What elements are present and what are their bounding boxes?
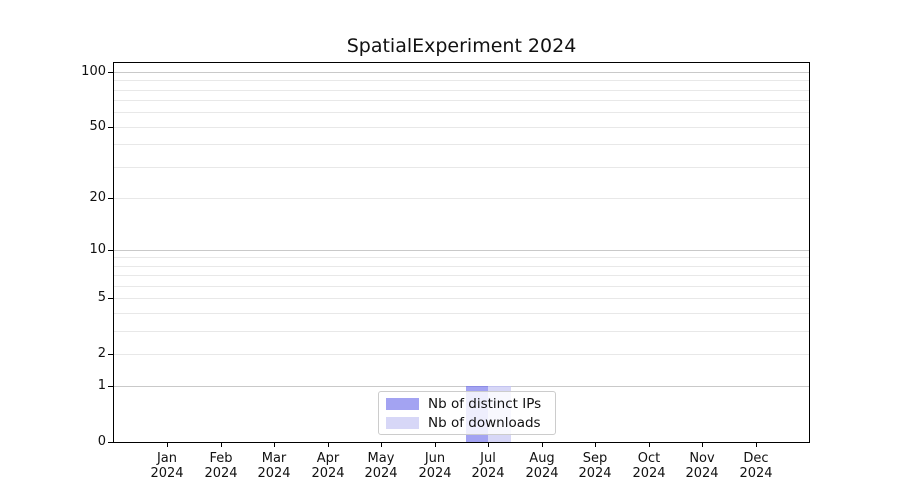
x-tick-label: Mar 2024 bbox=[257, 451, 291, 481]
gridline-major bbox=[114, 250, 809, 251]
x-tick-mark bbox=[435, 443, 436, 447]
gridline-minor bbox=[114, 331, 809, 332]
gridline-minor bbox=[114, 80, 809, 81]
x-tick-label: Jul 2024 bbox=[471, 451, 505, 481]
x-tick-mark bbox=[328, 443, 329, 447]
legend-item-downloads: Nb of downloads bbox=[386, 415, 548, 431]
x-tick-mark bbox=[595, 443, 596, 447]
gridline-minor bbox=[114, 257, 809, 258]
gridline-labeled bbox=[114, 298, 809, 299]
y-tick-label: 10 bbox=[89, 242, 106, 257]
gridline-minor bbox=[114, 266, 809, 267]
y-tick-mark bbox=[108, 386, 113, 387]
y-tick-mark bbox=[108, 72, 113, 73]
x-tick-mark bbox=[167, 443, 168, 447]
y-tick-mark bbox=[108, 250, 113, 251]
y-tick-mark bbox=[108, 354, 113, 355]
x-tick-mark bbox=[488, 443, 489, 447]
y-tick-mark bbox=[108, 442, 113, 443]
x-tick-mark bbox=[702, 443, 703, 447]
gridline-major bbox=[114, 72, 809, 73]
y-tick-mark bbox=[108, 198, 113, 199]
gridline-minor bbox=[114, 112, 809, 113]
y-tick-mark bbox=[108, 298, 113, 299]
gridline-minor bbox=[114, 167, 809, 168]
plot-canvas bbox=[114, 63, 809, 442]
x-tick-mark bbox=[381, 443, 382, 447]
y-tick-label: 5 bbox=[97, 290, 106, 305]
x-tick-label: Jun 2024 bbox=[418, 451, 452, 481]
gridline-minor bbox=[114, 275, 809, 276]
legend-swatch-downloads bbox=[386, 416, 419, 429]
legend-label-distinct-ips: Nb of distinct IPs bbox=[428, 395, 542, 412]
x-tick-mark bbox=[756, 443, 757, 447]
legend-swatch-distinct-ips bbox=[386, 397, 419, 410]
x-tick-mark bbox=[649, 443, 650, 447]
x-tick-label: Aug 2024 bbox=[525, 451, 559, 481]
y-tick-label: 20 bbox=[89, 190, 106, 205]
y-tick-label: 2 bbox=[97, 346, 106, 361]
y-tick-label: 50 bbox=[89, 119, 106, 134]
legend-item-distinct-ips: Nb of distinct IPs bbox=[386, 396, 548, 412]
chart-title: SpatialExperiment 2024 bbox=[346, 35, 577, 57]
gridline-major bbox=[114, 386, 809, 387]
x-tick-label: Oct 2024 bbox=[632, 451, 666, 481]
x-tick-label: Jan 2024 bbox=[150, 451, 184, 481]
x-tick-mark bbox=[542, 443, 543, 447]
x-tick-label: Sep 2024 bbox=[578, 451, 612, 481]
y-tick-label: 0 bbox=[97, 434, 106, 449]
x-tick-label: Feb 2024 bbox=[204, 451, 238, 481]
gridline-minor bbox=[114, 313, 809, 314]
x-tick-label: Apr 2024 bbox=[311, 451, 345, 481]
y-tick-label: 100 bbox=[81, 64, 106, 79]
gridline-labeled bbox=[114, 127, 809, 128]
x-tick-label: May 2024 bbox=[364, 451, 398, 481]
legend: Nb of distinct IPs Nb of downloads bbox=[378, 391, 556, 435]
gridline-minor bbox=[114, 100, 809, 101]
y-tick-mark bbox=[108, 127, 113, 128]
x-tick-mark bbox=[221, 443, 222, 447]
gridline-labeled bbox=[114, 354, 809, 355]
gridline-minor bbox=[114, 90, 809, 91]
x-tick-label: Dec 2024 bbox=[739, 451, 773, 481]
plot-area bbox=[113, 62, 810, 443]
gridline-minor bbox=[114, 144, 809, 145]
x-tick-mark bbox=[274, 443, 275, 447]
x-tick-label: Nov 2024 bbox=[685, 451, 719, 481]
legend-label-downloads: Nb of downloads bbox=[428, 414, 541, 431]
gridline-labeled bbox=[114, 198, 809, 199]
y-tick-label: 1 bbox=[97, 378, 106, 393]
gridline-minor bbox=[114, 286, 809, 287]
